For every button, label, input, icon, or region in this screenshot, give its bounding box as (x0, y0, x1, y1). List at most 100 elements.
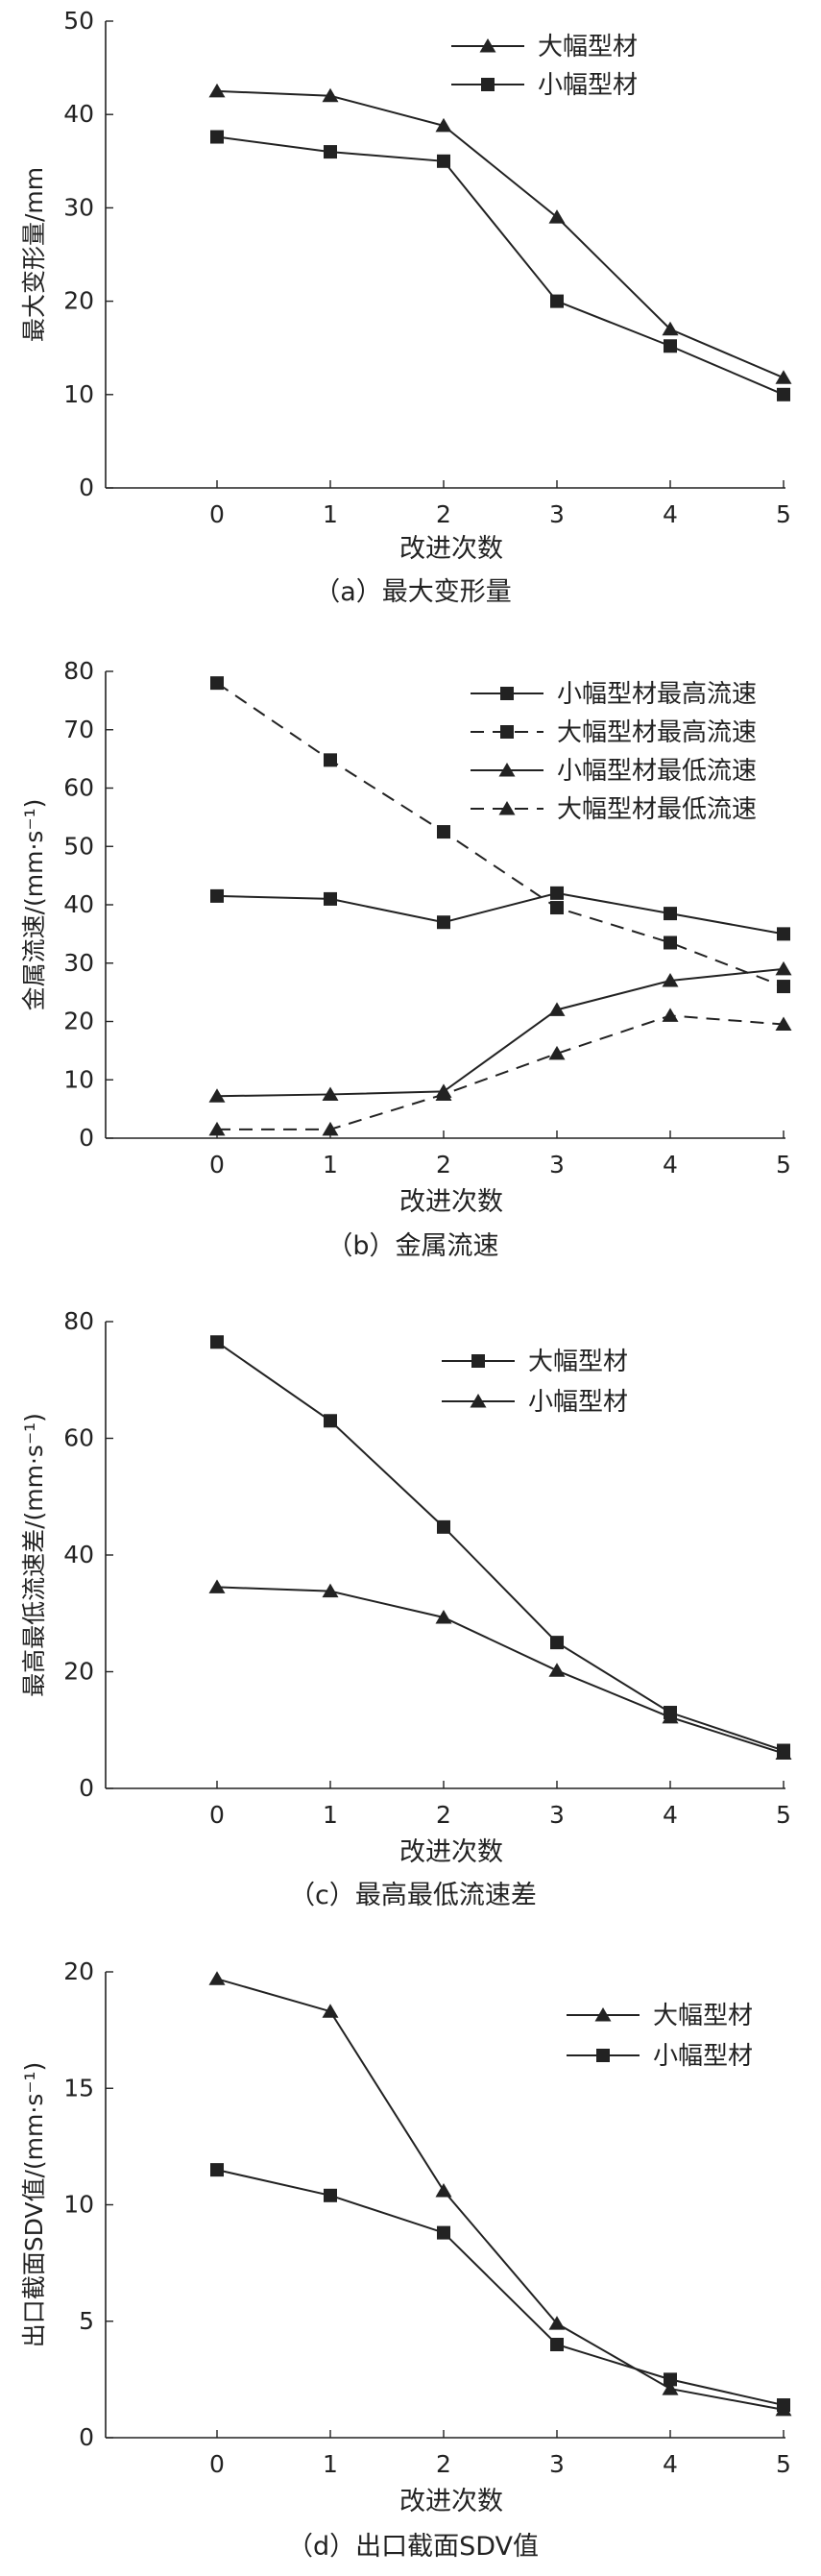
x-tick-label: 1 (323, 2450, 338, 2478)
data-point (777, 927, 790, 941)
legend-label: 大幅型材 (528, 1348, 628, 1376)
x-tick-label: 2 (436, 2450, 451, 2478)
series-line (216, 2169, 785, 2407)
data-point (662, 1008, 679, 1022)
data-point (775, 1016, 792, 1032)
data-point (775, 960, 792, 976)
chart-panel-3: 0 5 10 15 20 0 1 2 3 4 5 改进次数 出口截面SDV值/(mm·s⁻¹) （d）出口… (20, 1957, 792, 2562)
figure-caption: （a）最大变形量 (314, 577, 512, 607)
data-point (662, 972, 679, 987)
series-0 (210, 886, 790, 941)
x-axis-label: 改进次数 (399, 1187, 503, 1217)
data-point (548, 1663, 566, 1677)
y-tick-label: 70 (63, 716, 94, 743)
series-1 (208, 1579, 792, 1761)
legend-marker (498, 763, 516, 777)
legend-marker (500, 687, 514, 700)
y-tick-label: 50 (63, 7, 94, 35)
data-point (208, 1971, 226, 1985)
y-tick-label: 20 (63, 287, 94, 315)
x-tick-label: 4 (663, 1151, 678, 1179)
x-tick-label: 3 (549, 2450, 565, 2478)
legend-entry-0: 大幅型材 (442, 1348, 628, 1376)
legend-entry-0: 小幅型材最高流速 (471, 680, 757, 709)
data-point (550, 886, 564, 900)
x-tick-label: 5 (776, 2450, 791, 2478)
y-axis-label: 金属流速/(mm·s⁻¹) (20, 799, 48, 1011)
data-point (322, 2004, 339, 2018)
y-tick-label: 0 (79, 2423, 94, 2451)
data-point (322, 1086, 339, 1101)
y-tick-label: 40 (63, 1541, 94, 1568)
x-tick-label: 1 (323, 1801, 338, 1829)
data-point (210, 888, 224, 903)
y-tick-label: 40 (63, 100, 94, 128)
x-tick-label: 4 (663, 2450, 678, 2478)
legend-entry-1: 小幅型材 (442, 1388, 628, 1417)
x-tick-label: 5 (776, 500, 791, 528)
y-axis-label: 最高最低流速差/(mm·s⁻¹) (20, 1413, 48, 1697)
data-point (437, 154, 450, 168)
data-point (775, 1745, 792, 1761)
data-point (437, 915, 450, 930)
x-tick-label: 2 (436, 1151, 451, 1179)
data-point (548, 2316, 566, 2330)
chart-panel-0: 0 10 20 30 40 50 0 1 2 3 4 5 改进次数 最大变形量/mm （a）最大变形量 大幅型… (20, 7, 792, 607)
data-point (548, 1002, 566, 1016)
y-tick-label: 10 (63, 1065, 94, 1093)
data-point (662, 1709, 679, 1724)
series-line (216, 967, 785, 1098)
legend-label: 大幅型材 (653, 2002, 753, 2030)
series-3 (208, 1008, 792, 1136)
y-tick-label: 60 (63, 1424, 94, 1452)
y-tick-label: 10 (63, 2191, 94, 2219)
legend-marker (470, 1394, 487, 1408)
series-line (216, 682, 785, 987)
y-tick-label: 10 (63, 380, 94, 408)
data-point (322, 1583, 339, 1598)
data-point (437, 2225, 450, 2240)
series-line (216, 891, 785, 936)
series-0 (208, 1971, 792, 2417)
legend-marker (471, 1354, 485, 1368)
y-tick-label: 5 (79, 2307, 94, 2335)
y-tick-label: 15 (63, 2074, 94, 2102)
legend-entry-1: 大幅型材最高流速 (471, 718, 757, 747)
y-tick-label: 80 (63, 1307, 94, 1335)
data-point (208, 83, 226, 98)
data-point (324, 1414, 337, 1428)
series-line (216, 1341, 785, 1752)
legend-marker (594, 2007, 612, 2022)
data-point (324, 2188, 337, 2202)
series-line (216, 135, 785, 396)
series-1 (210, 130, 790, 401)
x-axis-label: 改进次数 (399, 534, 503, 564)
x-tick-label: 1 (323, 500, 338, 528)
legend-label: 小幅型材 (653, 2042, 753, 2071)
series-1 (210, 676, 790, 994)
data-point (777, 387, 790, 401)
x-tick-label: 0 (209, 500, 225, 528)
legend-label: 大幅型材最高流速 (557, 718, 757, 747)
data-point (662, 321, 679, 336)
x-tick-label: 3 (549, 500, 565, 528)
series-line (217, 1014, 785, 1130)
legend-entry-2: 小幅型材最低流速 (471, 757, 757, 786)
data-point (664, 936, 677, 950)
x-tick-label: 5 (776, 1151, 791, 1179)
data-point (548, 1045, 566, 1060)
series-line (216, 1586, 785, 1755)
data-point (435, 2182, 452, 2198)
figure-caption: （c）最高最低流速差 (289, 1881, 537, 1910)
data-point (775, 370, 792, 384)
legend-marker (479, 38, 496, 53)
legend-label: 大幅型材 (538, 33, 638, 61)
data-point (435, 117, 452, 133)
data-point (210, 1335, 224, 1349)
data-point (322, 87, 339, 103)
x-tick-label: 5 (776, 1801, 791, 1829)
x-tick-label: 0 (209, 1151, 225, 1179)
x-tick-label: 2 (436, 500, 451, 528)
